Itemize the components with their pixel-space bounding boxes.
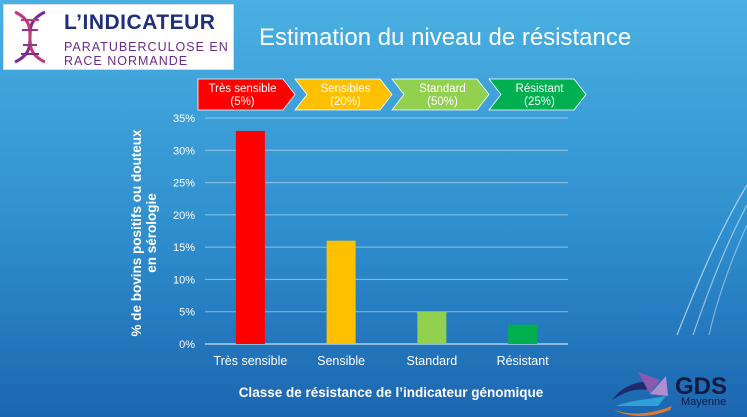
y-axis-tick-labels: 0% 5% 10% 15% 20% 25% 30% 35% <box>173 113 195 351</box>
gds-subtitle: Mayenne <box>681 396 727 408</box>
bar <box>508 324 538 344</box>
bar <box>235 130 265 344</box>
y-tick-label: 30% <box>173 145 195 157</box>
x-tick-label: Résistant <box>497 354 550 368</box>
y-axis-label-line2: en sérologie <box>144 193 159 273</box>
bar <box>417 311 447 344</box>
y-tick-label: 25% <box>173 178 195 190</box>
y-tick-label: 0% <box>179 339 195 351</box>
class-arrow <box>391 78 490 111</box>
logo-subtitle-line2: RACE NORMANDE <box>64 54 189 68</box>
class-arrow <box>294 78 393 111</box>
y-axis-label-line1: % de bovins positifs ou douteux <box>129 129 144 337</box>
class-arrow-name: Résistant <box>516 83 565 95</box>
class-arrow-name: Sensibles <box>321 83 371 95</box>
class-arrow-name: Très sensible <box>209 83 277 95</box>
y-tick-label: 15% <box>173 242 195 254</box>
class-arrow <box>488 78 587 111</box>
class-arrow <box>197 78 296 111</box>
bar <box>326 240 356 344</box>
chart-gridlines <box>205 117 568 345</box>
x-tick-label: Standard <box>407 354 458 368</box>
logo-subtitle-line1: PARATUBERCULOSE EN <box>64 40 229 54</box>
class-arrow-percent: (25%) <box>524 96 555 108</box>
class-arrow-name: Standard <box>419 83 466 95</box>
logo-title: L’INDICATEUR <box>64 11 216 34</box>
gds-name: GDS <box>675 373 728 400</box>
class-arrow-percent: (20%) <box>330 96 361 108</box>
x-tick-label: Sensible <box>317 354 365 368</box>
class-arrow-percent: (5%) <box>230 96 254 108</box>
y-tick-label: 35% <box>173 113 195 125</box>
x-axis-tick-labels: Très sensible Sensible Standard Résistant <box>213 354 549 368</box>
indicateur-logo: L’INDICATEUR PARATUBERCULOSE EN RACE NOR… <box>3 4 234 70</box>
x-axis-label: Classe de résistance de l’indicateur gén… <box>239 385 544 400</box>
class-arrow-percent: (50%) <box>427 96 458 108</box>
chart-bars <box>235 130 538 344</box>
dna-icon <box>14 10 46 64</box>
y-tick-label: 10% <box>173 274 195 286</box>
resistance-class-arrows: Très sensible(5%)Sensibles(20%)Standard(… <box>197 78 587 111</box>
gds-swoosh-icon <box>612 372 672 416</box>
decorative-arcs <box>676 184 747 335</box>
gds-mayenne-logo: GDS Mayenne <box>608 366 747 417</box>
y-tick-label: 5% <box>179 307 195 319</box>
y-tick-label: 20% <box>173 210 195 222</box>
slide-title: Estimation du niveau de résistance <box>259 24 632 51</box>
x-tick-label: Très sensible <box>213 354 287 368</box>
